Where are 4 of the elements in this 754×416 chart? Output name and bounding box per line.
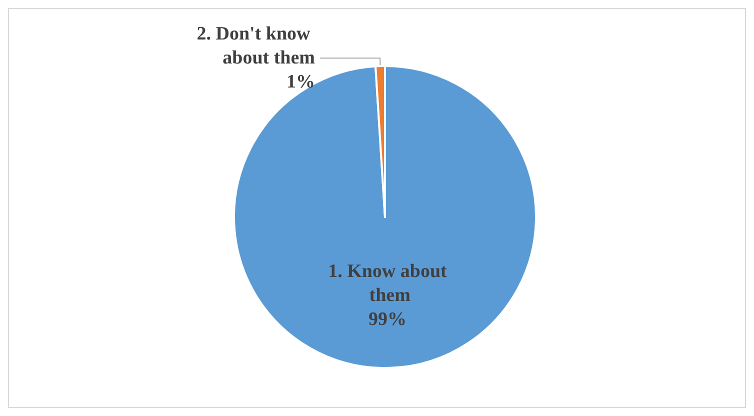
slice-label: 1. Know about them — [328, 260, 448, 306]
data-label: 99% — [368, 308, 406, 330]
slice-label: 2. Don't know about them — [196, 24, 316, 69]
data-label: 1% — [286, 72, 316, 93]
